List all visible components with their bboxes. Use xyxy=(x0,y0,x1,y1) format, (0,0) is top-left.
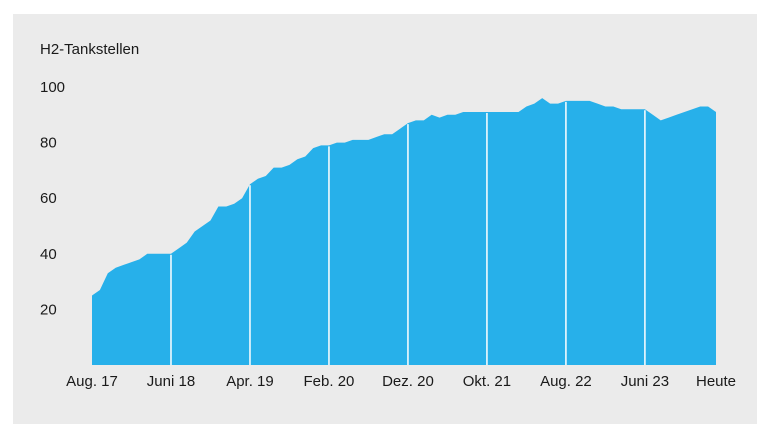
y-tick-label: 80 xyxy=(40,135,57,152)
x-tick-label: Apr. 19 xyxy=(226,373,274,390)
x-tick-label: Juni 18 xyxy=(147,373,195,390)
y-tick-label: 40 xyxy=(40,246,57,263)
x-tick-label: Okt. 21 xyxy=(463,373,511,390)
x-tick-label: Aug. 17 xyxy=(66,373,118,390)
x-tick-label: Heute xyxy=(696,373,736,390)
y-tick-label: 100 xyxy=(40,79,65,96)
y-axis-label: H2-Tankstellen xyxy=(40,41,140,58)
y-tick-label: 20 xyxy=(40,301,57,318)
x-tick-label: Feb. 20 xyxy=(304,373,355,390)
x-tick-label: Juni 23 xyxy=(621,373,669,390)
x-tick-label: Dez. 20 xyxy=(382,373,434,390)
area-series xyxy=(92,98,716,366)
x-tick-label: Aug. 22 xyxy=(540,373,592,390)
y-tick-label: 60 xyxy=(40,190,57,207)
